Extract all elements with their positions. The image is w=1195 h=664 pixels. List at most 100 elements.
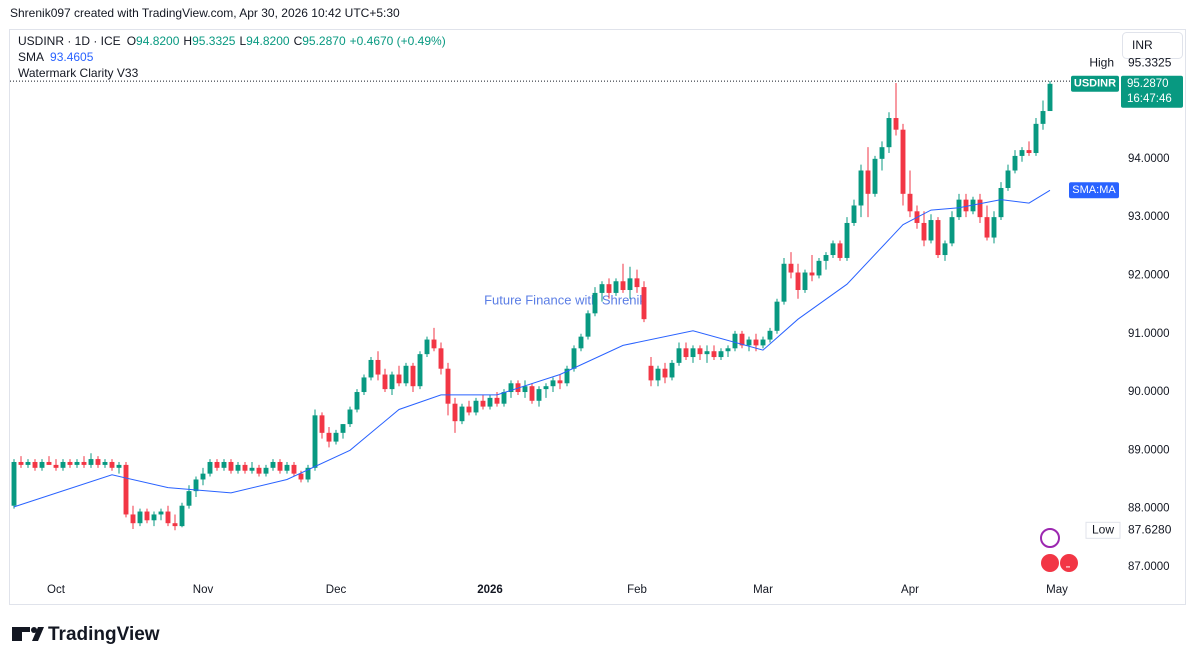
candle-body (144, 511, 150, 521)
candle-body (305, 467, 311, 480)
candle-body (291, 464, 297, 474)
candle-body (984, 217, 990, 238)
sma-line (13, 189, 1051, 508)
candle-body (669, 362, 675, 378)
brand: TradingView (48, 624, 160, 645)
candle-body (977, 199, 983, 218)
indicator2: Watermark Clarity V33 (18, 66, 139, 80)
candle-body (333, 432, 339, 442)
credit: Shrenik097 created with TradingView.com,… (10, 6, 400, 20)
x-tick-label: Feb (627, 584, 647, 596)
candle-body (193, 479, 199, 492)
candle-body (487, 397, 493, 407)
y-tick-label: 88.0000 (1128, 503, 1170, 515)
candle-body (11, 461, 17, 506)
y-tick-label: 93.0000 (1128, 211, 1170, 223)
candle-body (396, 374, 402, 384)
candle-body (459, 406, 465, 422)
candle-body (1026, 150, 1032, 154)
candle-body (816, 260, 822, 276)
candle-body (312, 415, 318, 468)
last-price: 95.2870 (1127, 78, 1169, 90)
candle-body (298, 473, 304, 480)
candle-body (676, 348, 682, 363)
x-tick-label: Apr (901, 584, 919, 596)
logo-mark (12, 627, 30, 632)
y-tick-label: 87.0000 (1128, 561, 1170, 573)
candle-body (865, 170, 871, 194)
candle-body (1012, 155, 1018, 171)
x-tick-label: Mar (753, 584, 773, 596)
candle-body (858, 170, 864, 206)
candle-body (522, 386, 528, 393)
candle-body (417, 354, 423, 387)
candle-body (942, 243, 948, 256)
y-tick-label: 94.0000 (1128, 153, 1170, 165)
candle-body (361, 377, 367, 393)
event-icons (1040, 528, 1078, 572)
last-price-badge (1121, 75, 1183, 108)
ohlc-value: 94.8200 (246, 34, 290, 48)
candle-body (18, 461, 24, 465)
candle-body (921, 222, 927, 241)
candle-body (1033, 123, 1039, 154)
candle-body (95, 459, 101, 465)
y-tick-label: 90.0000 (1128, 386, 1170, 398)
logo-mark (32, 627, 44, 641)
ohlc-key: O (127, 34, 136, 48)
candle-body (704, 351, 710, 355)
candle-body (585, 313, 591, 337)
currency-box[interactable] (1122, 32, 1183, 59)
candle-body (1047, 83, 1053, 112)
candle-body (690, 348, 696, 358)
candle-body (963, 199, 969, 212)
candle-body (354, 392, 360, 410)
candle-body (410, 365, 416, 387)
candle-body (550, 380, 556, 387)
ohlc-value: 94.8200 (136, 34, 180, 48)
symbol: USDINR · 1D · ICE (18, 34, 121, 48)
event-icon[interactable] (1060, 554, 1078, 572)
candle-body (662, 368, 668, 378)
candle-body (466, 406, 472, 413)
candle-body (851, 205, 857, 223)
candle-body (578, 336, 584, 349)
candle-body (809, 272, 815, 276)
ohlc-value: 95.3325 (192, 34, 236, 48)
low-value: 87.6280 (1128, 522, 1172, 536)
event-icon[interactable] (1040, 528, 1060, 548)
ohlc-value: 95.2870 (302, 34, 346, 48)
x-tick-label: May (1046, 584, 1068, 596)
chart-frame (9, 29, 1186, 605)
candle-body (711, 351, 717, 358)
candle-body (340, 424, 346, 433)
candle-body (536, 389, 542, 401)
x-tick-label: Dec (326, 584, 347, 596)
candle-body (956, 199, 962, 218)
event-icon[interactable] (1041, 554, 1059, 572)
candle-body (900, 129, 906, 194)
candle-body (767, 330, 773, 340)
countdown: 16:47:46 (1127, 93, 1172, 105)
candle-body (263, 467, 269, 474)
candle-body (452, 403, 458, 422)
x-tick-label: 2026 (477, 584, 503, 596)
candle-body (949, 217, 955, 244)
candle-body (928, 220, 934, 241)
candle-body (893, 118, 899, 130)
ohlc-key: C (294, 34, 303, 48)
candle-body (123, 464, 129, 515)
candle-body (102, 461, 108, 465)
candle-body (683, 348, 689, 358)
candle-body (529, 386, 535, 401)
candle-body (543, 386, 549, 390)
candle-body (445, 368, 451, 404)
ohlc-key: L (239, 34, 246, 48)
candle-body (235, 464, 241, 471)
candle-body (228, 461, 234, 471)
candle-body (207, 461, 213, 474)
candle-body (165, 511, 171, 524)
candle-body (564, 368, 570, 384)
